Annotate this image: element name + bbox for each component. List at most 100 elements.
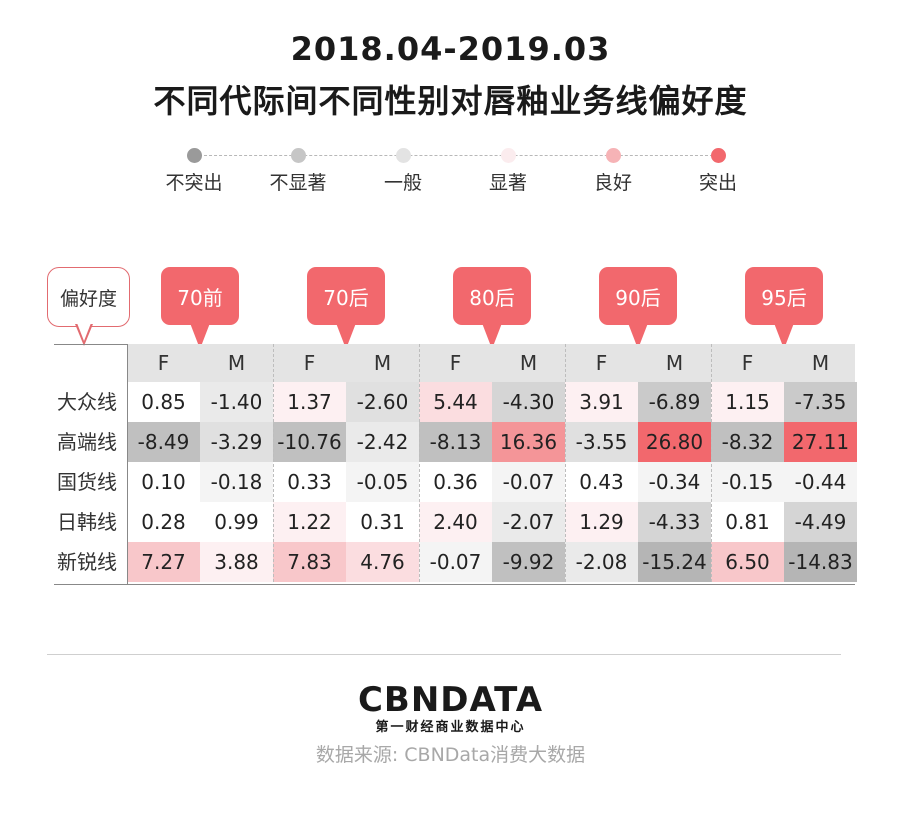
cbndata-logo-subtitle: 第一财经商业数据中心 — [375, 720, 526, 735]
heatmap-cell: -4.30 — [492, 382, 565, 422]
generation-tag-tail — [628, 323, 648, 349]
heatmap-cell: 0.85 — [127, 382, 200, 422]
row-label: 新锐线 — [57, 550, 117, 574]
gender-header: F — [741, 351, 754, 375]
legend-dot — [605, 148, 621, 163]
heatmap-cell: -2.07 — [492, 502, 565, 542]
generation-separator — [419, 344, 420, 582]
generation-tag: 70前 — [161, 267, 239, 325]
generation-tag: 70后 — [307, 267, 385, 325]
heatmap-cell: -3.55 — [565, 422, 638, 462]
heatmap-cell: 0.31 — [346, 502, 419, 542]
corner-tag-tail-inner — [77, 323, 91, 341]
generation-tag-tail — [336, 323, 356, 349]
heatmap-cell: -9.92 — [492, 542, 565, 582]
heatmap-cell: -0.05 — [346, 462, 419, 502]
table-top-line — [54, 344, 128, 345]
generation-tag-tail — [190, 323, 210, 349]
generation-tag: 90后 — [599, 267, 677, 325]
heatmap-cell: -15.24 — [638, 542, 711, 582]
heatmap-cell: -4.49 — [784, 502, 857, 542]
heatmap-cell: 0.43 — [565, 462, 638, 502]
heatmap-cell: 0.36 — [419, 462, 492, 502]
heatmap-cell: 1.22 — [273, 502, 346, 542]
heatmap-cell: 0.99 — [200, 502, 273, 542]
heatmap-cell: 5.44 — [419, 382, 492, 422]
heatmap-cell: -3.29 — [200, 422, 273, 462]
generation-tag-tail — [774, 323, 794, 349]
heatmap-cell: -10.76 — [273, 422, 346, 462]
heatmap-cell: -0.07 — [419, 542, 492, 582]
legend-label: 不突出 — [165, 172, 223, 194]
heatmap-cell: -0.07 — [492, 462, 565, 502]
legend-label: 不显著 — [269, 172, 327, 194]
row-label: 日韩线 — [57, 510, 117, 534]
generation-tag-tail — [482, 323, 502, 349]
legend-label: 突出 — [698, 172, 737, 194]
legend-dot — [710, 148, 726, 163]
row-label: 国货线 — [57, 470, 117, 494]
heatmap-cell: 7.27 — [127, 542, 200, 582]
heatmap-cell: -2.42 — [346, 422, 419, 462]
row-label: 高端线 — [57, 430, 117, 454]
data-source: 数据来源: CBNData消费大数据 — [315, 744, 586, 766]
heatmap-cell: 1.15 — [711, 382, 784, 422]
heatmap-cell: -2.60 — [346, 382, 419, 422]
heatmap-cell: 3.91 — [565, 382, 638, 422]
heatmap-cell: 0.28 — [127, 502, 200, 542]
heatmap-cell: -0.34 — [638, 462, 711, 502]
legend-dot — [290, 148, 306, 163]
gender-header: F — [157, 351, 170, 375]
generation-separator — [273, 344, 274, 582]
gender-header: M — [519, 351, 538, 375]
heatmap-cell: 0.10 — [127, 462, 200, 502]
heatmap-cell: -8.49 — [127, 422, 200, 462]
heatmap-cell: -0.15 — [711, 462, 784, 502]
legend-label: 一般 — [383, 172, 422, 194]
legend-dot — [500, 148, 516, 163]
footer-divider — [47, 654, 841, 655]
gender-header: M — [665, 351, 684, 375]
legend-label: 良好 — [593, 172, 632, 194]
chart-title-line1: 2018.04-2019.03 — [290, 30, 611, 68]
legend-dot — [395, 148, 411, 163]
heatmap-cell: 27.11 — [784, 422, 857, 462]
legend-scale-line — [194, 155, 718, 156]
heatmap-cell: -8.13 — [419, 422, 492, 462]
heatmap-cell: 1.29 — [565, 502, 638, 542]
generation-tag: 95后 — [745, 267, 823, 325]
gender-header: F — [449, 351, 462, 375]
heatmap-cell: 4.76 — [346, 542, 419, 582]
legend-label: 显著 — [488, 172, 527, 194]
row-label: 大众线 — [57, 390, 117, 414]
heatmap-cell: 1.37 — [273, 382, 346, 422]
heatmap-cell: 6.50 — [711, 542, 784, 582]
heatmap-cell: 16.36 — [492, 422, 565, 462]
table-left-line — [127, 344, 128, 585]
generation-separator — [565, 344, 566, 582]
heatmap-cell: 0.81 — [711, 502, 784, 542]
gender-header: M — [227, 351, 246, 375]
heatmap-cell: -8.32 — [711, 422, 784, 462]
corner-tag: 偏好度 — [47, 267, 130, 327]
heatmap-cell: 2.40 — [419, 502, 492, 542]
heatmap-cell: 0.33 — [273, 462, 346, 502]
chart-title-line2: 不同代际间不同性别对唇釉业务线偏好度 — [153, 82, 748, 120]
heatmap-cell: -2.08 — [565, 542, 638, 582]
generation-tag: 80后 — [453, 267, 531, 325]
heatmap-cell: -4.33 — [638, 502, 711, 542]
legend-dot — [186, 148, 202, 163]
cbndata-logo: CBNDATA — [357, 680, 544, 720]
gender-header: M — [811, 351, 830, 375]
heatmap-cell: 3.88 — [200, 542, 273, 582]
gender-header: M — [373, 351, 392, 375]
header-band — [127, 344, 855, 382]
heatmap-cell: -1.40 — [200, 382, 273, 422]
heatmap-cell: 7.83 — [273, 542, 346, 582]
generation-separator — [711, 344, 712, 582]
heatmap-cell: -0.44 — [784, 462, 857, 502]
gender-header: F — [595, 351, 608, 375]
heatmap-cell: 26.80 — [638, 422, 711, 462]
table-bottom-line — [54, 584, 855, 585]
gender-header: F — [303, 351, 316, 375]
